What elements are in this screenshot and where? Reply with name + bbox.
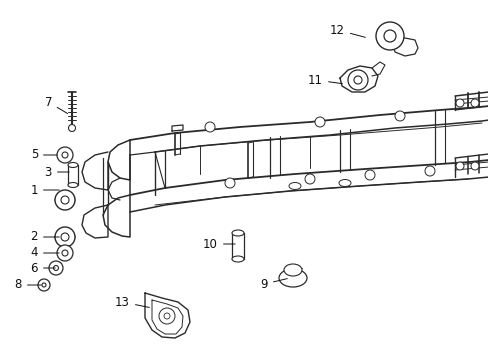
Circle shape	[55, 227, 75, 247]
Text: 6: 6	[30, 261, 55, 274]
FancyBboxPatch shape	[68, 165, 78, 185]
Circle shape	[61, 196, 69, 204]
Ellipse shape	[279, 269, 306, 287]
Text: 10: 10	[203, 238, 235, 251]
Circle shape	[394, 111, 404, 121]
Text: 9: 9	[260, 278, 287, 291]
Circle shape	[424, 166, 434, 176]
Circle shape	[53, 266, 59, 270]
Ellipse shape	[68, 183, 78, 188]
Text: 3: 3	[44, 166, 69, 179]
Circle shape	[163, 313, 170, 319]
Circle shape	[62, 152, 68, 158]
Circle shape	[375, 22, 403, 50]
Circle shape	[364, 170, 374, 180]
Circle shape	[38, 279, 50, 291]
Text: 2: 2	[30, 230, 59, 243]
Text: 4: 4	[30, 247, 59, 260]
Circle shape	[57, 245, 73, 261]
Ellipse shape	[338, 180, 350, 186]
Circle shape	[383, 30, 395, 42]
Circle shape	[57, 147, 73, 163]
Circle shape	[204, 122, 215, 132]
Circle shape	[470, 99, 478, 107]
Ellipse shape	[68, 162, 78, 167]
Text: 12: 12	[329, 23, 365, 37]
Text: 8: 8	[15, 279, 41, 292]
Circle shape	[305, 174, 314, 184]
Circle shape	[68, 125, 75, 131]
Ellipse shape	[284, 264, 302, 276]
Ellipse shape	[231, 230, 244, 236]
Circle shape	[49, 261, 63, 275]
Ellipse shape	[55, 232, 75, 242]
Circle shape	[62, 250, 68, 256]
Text: 1: 1	[30, 184, 59, 197]
Circle shape	[42, 283, 46, 287]
Text: 5: 5	[31, 148, 57, 162]
Circle shape	[353, 76, 361, 84]
Circle shape	[224, 178, 235, 188]
Circle shape	[347, 70, 367, 90]
Circle shape	[55, 190, 75, 210]
Text: 11: 11	[307, 73, 342, 86]
Circle shape	[455, 162, 463, 170]
FancyBboxPatch shape	[231, 233, 244, 259]
Circle shape	[61, 233, 69, 241]
Text: 7: 7	[44, 95, 67, 113]
Circle shape	[314, 117, 325, 127]
Ellipse shape	[288, 183, 301, 189]
Text: 13: 13	[115, 296, 149, 309]
Ellipse shape	[231, 256, 244, 262]
Circle shape	[470, 162, 478, 170]
Circle shape	[455, 99, 463, 107]
Ellipse shape	[55, 195, 75, 205]
Circle shape	[159, 308, 175, 324]
